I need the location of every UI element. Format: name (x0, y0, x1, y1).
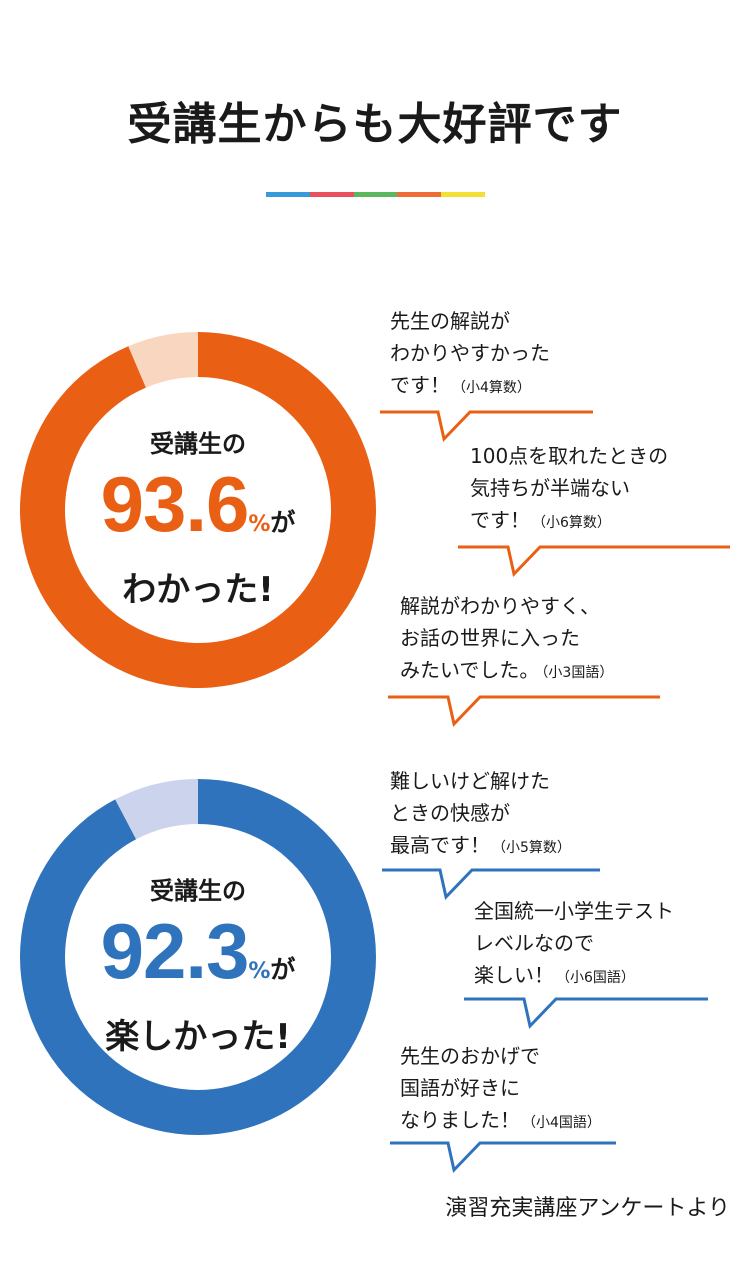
comment-bubble: 解説がわかりやすく、 お話の世界に入った みたいでした。 （小3国語） (388, 590, 660, 728)
comment-line: なりました！ （小4国語） (400, 1108, 601, 1132)
grade-label: （小4算数） (452, 380, 531, 396)
donut-center-label: 受講生の 92.3%が 楽しかった! (20, 779, 376, 1135)
comment-line: 国語が好きに (400, 1076, 520, 1100)
comment-line: 全国統一小学生テスト (474, 899, 674, 923)
donut-center-label: 受講生の 93.6%が わかった! (20, 332, 376, 688)
donut-tail-text: 楽しかった! (105, 1017, 291, 1057)
grade-label: （小4国語） (522, 1115, 601, 1131)
comment-bubble: 全国統一小学生テスト レベルなので 楽しい！ （小6国語） (464, 895, 708, 1030)
donut-percent-value: 93.6 (100, 460, 250, 548)
stripe-segment-yellow (441, 192, 485, 197)
donut-svg (20, 332, 376, 688)
donut-value-line: 92.3%が (20, 905, 376, 997)
particle-text: が (270, 508, 296, 537)
understood-donut-chart: 受講生の 93.6%が わかった! (20, 332, 376, 688)
donut-lead-text: 受講生の (150, 877, 246, 905)
stripe-segment-blue (266, 192, 310, 197)
comment-line: です！ （小4算数） (390, 373, 531, 397)
grade-label: （小6算数） (532, 515, 611, 531)
stripe-segment-orange (397, 192, 442, 197)
speech-tail-underline (458, 545, 730, 578)
comment-line: 気持ちが半端ない (470, 476, 630, 500)
donut-slice-rest (128, 332, 198, 388)
donut-svg (20, 779, 376, 1135)
speech-tail-line (390, 1141, 616, 1174)
particle-text: が (270, 955, 296, 984)
color-stripe-divider (266, 192, 485, 197)
comment-line: わかりやすかった (390, 341, 550, 365)
speech-tail-underline (382, 868, 600, 901)
speech-tail-line (382, 868, 600, 901)
donut-tail-text: わかった! (122, 570, 274, 610)
comment-line: 難しいけど解けた (390, 769, 550, 793)
stripe-segment-green (353, 192, 398, 197)
comment-bubble: 先生のおかげで 国語が好きに なりました！ （小4国語） (390, 1040, 622, 1174)
grade-label: （小3国語） (541, 665, 614, 681)
speech-tail-line (458, 545, 730, 578)
speech-tail-underline (464, 997, 708, 1030)
speech-tail-underline (380, 410, 593, 443)
enjoyed-donut-chart: 受講生の 92.3%が 楽しかった! (20, 779, 376, 1135)
comment-line: ときの快感が (390, 801, 510, 825)
speech-tail-line (464, 997, 708, 1030)
comment-line: レベルなので (474, 931, 594, 955)
comment-line: みたいでした。 （小3国語） (400, 658, 614, 682)
speech-tail-underline (390, 1141, 616, 1174)
speech-tail-underline (388, 695, 660, 728)
comment-bubble: 難しいけど解けた ときの快感が 最高です！ （小5算数） (382, 765, 600, 901)
comment-line: です！ （小6算数） (470, 508, 611, 532)
stripe-segment-red (309, 192, 354, 197)
donut-percent-value: 92.3 (100, 907, 250, 995)
grade-label: （小5算数） (492, 840, 571, 856)
page-title: 受講生からも大好評です (127, 99, 623, 150)
percent-sign: % (248, 959, 271, 984)
speech-tail-line (380, 410, 593, 443)
comment-line: 解説がわかりやすく、 (400, 594, 600, 618)
comment-bubble: 100点を取れたときの 気持ちが半端ない です！ （小6算数） (458, 440, 730, 578)
comment-line: 最高です！ （小5算数） (390, 833, 571, 857)
comment-line: 100点を取れたときの (470, 444, 669, 468)
donut-slice-rest (115, 779, 198, 840)
grade-label: （小6国語） (556, 970, 635, 986)
comment-line: お話の世界に入った (400, 626, 580, 650)
comment-bubble: 先生の解説が わかりやすかった です！ （小4算数） (380, 305, 595, 443)
percent-sign: % (248, 512, 271, 537)
speech-tail-line (388, 695, 660, 728)
donut-value-line: 93.6%が (20, 458, 376, 550)
comment-line: 先生のおかげで (400, 1044, 540, 1068)
comment-line: 楽しい！ （小6国語） (474, 963, 635, 987)
donut-lead-text: 受講生の (150, 430, 246, 458)
comment-line: 先生の解説が (390, 309, 510, 333)
source-note: 演習充実講座アンケートより (445, 1196, 730, 1221)
